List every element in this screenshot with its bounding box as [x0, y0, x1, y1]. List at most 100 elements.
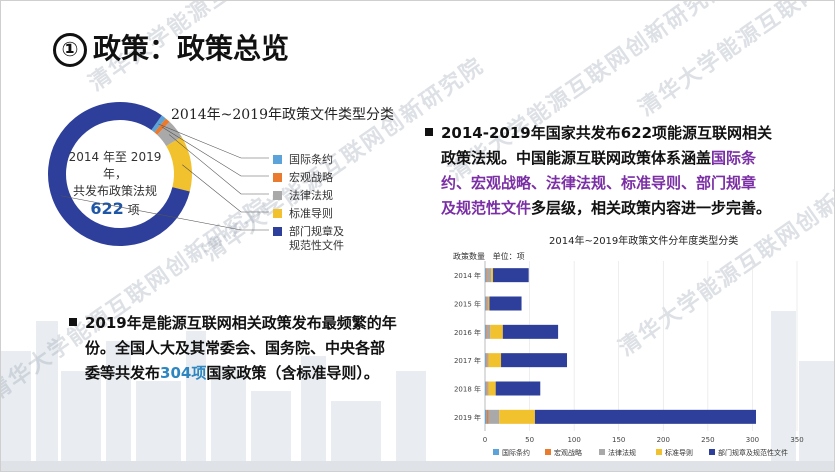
bar-segment	[485, 296, 486, 311]
y-tick-label: 2016 年	[454, 328, 481, 337]
donut-center-line2: 共发布政策法规	[72, 184, 157, 198]
y-tick-label: 2018 年	[454, 385, 481, 394]
legend-label: 部门规章及 规范性文件	[289, 225, 344, 252]
bar-segment	[501, 353, 568, 368]
donut-center-line1: 2014 年至 2019 年，	[68, 150, 162, 181]
bar-legend-swatch	[599, 449, 605, 455]
legend-swatch	[273, 155, 282, 164]
y-tick-label: 2019 年	[454, 413, 481, 422]
leader-line	[158, 123, 269, 159]
bar-segment	[502, 324, 559, 339]
bar-legend-label: 法律法规	[608, 448, 636, 457]
left-para-line3-post: 国家政策（含标准导则）。	[206, 364, 379, 382]
bar-legend-label: 部门规章及规范性文件	[718, 448, 788, 457]
legend-swatch	[273, 191, 282, 200]
bar-legend-label: 宏观战略	[554, 448, 582, 457]
bar-legend-label: 标准导则	[665, 448, 693, 457]
legend-swatch	[273, 227, 282, 236]
y-tick-label: 2015 年	[454, 300, 481, 309]
legend-label: 国际条约	[289, 153, 333, 166]
x-tick-label: 350	[790, 436, 803, 444]
step-number-badge: ①	[53, 33, 87, 67]
bar-segment	[485, 409, 487, 424]
x-tick-label: 0	[483, 436, 487, 444]
donut-center-value: 622	[90, 199, 124, 218]
legend-swatch	[273, 173, 282, 182]
bar-legend-swatch	[493, 449, 499, 455]
donut-slice-4	[166, 136, 192, 192]
y-tick-label: 2014 年	[454, 271, 481, 280]
donut-center-label: 2014 年至 2019 年， 共发布政策法规 622 项	[61, 149, 169, 219]
right-para-highlight-1: 国际条	[711, 149, 757, 167]
right-para-line2: 政策法规。中国能源互联网政策体系涵盖	[441, 149, 712, 167]
bar-chart-axis-caption: 政策数量 单位：项	[453, 251, 525, 262]
donut-legend-item: 部门规章及 规范性文件	[273, 225, 344, 253]
bar-legend-swatch	[656, 449, 662, 455]
bar-segment	[485, 324, 486, 339]
bar-segment	[488, 409, 500, 424]
bullet-icon	[69, 318, 77, 326]
bar-segment	[485, 324, 487, 339]
bar-segment	[495, 381, 541, 396]
bar-chart-title: 2014年~2019年政策文件分年度类型分类	[549, 236, 739, 247]
donut-slice-3	[156, 121, 182, 147]
legend-label: 标准导则	[289, 207, 333, 220]
leader-line	[182, 164, 269, 213]
right-para-line1: 2014-2019年国家共发布622项能源互联网相关	[441, 124, 773, 142]
leader-line	[168, 134, 269, 195]
x-tick-label: 150	[612, 436, 625, 444]
left-para-line2: 份。全国人大及其常委会、国务院、中央各部	[85, 339, 386, 357]
bar-legend-swatch	[709, 449, 715, 455]
x-tick-label: 300	[746, 436, 759, 444]
bar-segment	[499, 409, 535, 424]
bar-segment	[488, 296, 490, 311]
bar-segment	[488, 353, 502, 368]
legend-label: 法律法规	[289, 189, 333, 202]
bar-segment	[490, 324, 503, 339]
stacked-bar-chart: 0 50 100 150 200 250 300 350 2014 年 2015 年 2016 年 2…	[454, 261, 804, 457]
bar-segment	[486, 296, 489, 311]
x-tick-label: 50	[525, 436, 534, 444]
bar-legend-label: 国际条约	[502, 448, 530, 457]
summary-paragraph-left: 2019年是能源互联网相关政策发布最频繁的年 份。全国人大及其常委会、国务院、中…	[69, 311, 429, 386]
leader-line	[60, 195, 269, 231]
bar-segment	[489, 296, 522, 311]
right-para-highlight-3: 及规范性文件	[441, 199, 532, 217]
bar-segment	[493, 268, 529, 283]
left-para-highlight: 304项	[160, 364, 207, 382]
bar-segment	[491, 268, 494, 283]
bar-segment	[485, 381, 486, 396]
bar-segment	[486, 268, 492, 283]
donut-chart-title: 2014年~2019年政策文件类型分类	[171, 107, 394, 123]
summary-paragraph-right: 2014-2019年国家共发布622项能源互联网相关 政策法规。中国能源互联网政…	[425, 121, 825, 221]
bar-segment	[486, 381, 489, 396]
city-skyline-background	[1, 311, 834, 471]
left-para-line1: 2019年是能源互联网相关政策发布最频繁的年	[85, 314, 397, 332]
donut-legend-item: 国际条约	[273, 153, 333, 167]
bar-segment	[534, 409, 756, 424]
bar-segment	[485, 268, 486, 283]
bar-chart-unit: 单位：项	[492, 252, 525, 261]
bar-segment	[485, 353, 487, 368]
bar-segment	[485, 268, 487, 283]
left-para-line3-pre: 委等共发布	[85, 364, 161, 382]
donut-legend-item: 法律法规	[273, 189, 333, 203]
x-tick-label: 100	[567, 436, 580, 444]
page-title-text: 政策：政策总览	[93, 32, 290, 65]
page-title: ① 政策：政策总览	[53, 27, 289, 67]
right-para-highlight-2: 约、宏观战略、法律法规、标准导则、部门规章	[441, 174, 757, 192]
bar-segment	[485, 353, 486, 368]
x-tick-label: 200	[657, 436, 670, 444]
bar-segment	[486, 353, 489, 368]
donut-legend-item: 宏观战略	[273, 171, 333, 185]
bar-chart-ylabel: 政策数量	[453, 252, 485, 261]
bar-segment	[486, 409, 489, 424]
bar-segment	[485, 296, 487, 311]
bar-segment	[486, 324, 491, 339]
legend-label: 宏观战略	[289, 171, 333, 184]
donut-center-unit: 项	[127, 203, 140, 217]
legend-swatch	[273, 209, 282, 218]
bar-segment	[485, 381, 487, 396]
